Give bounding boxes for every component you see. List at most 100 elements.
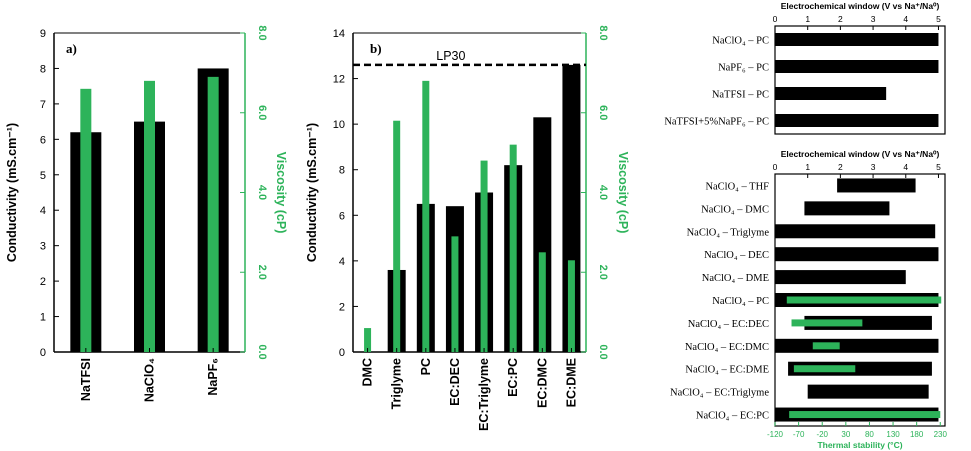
category-label: NaClO₄ – EC:PC — [696, 411, 769, 422]
reference-line-label: LP30 — [436, 49, 465, 63]
top-axis-title: Electrochemical window (V vs Na⁺/Na⁰) — [781, 1, 940, 11]
bar-thermal-stability — [793, 365, 856, 373]
y-tick-label: 2 — [339, 301, 345, 313]
y2-tick-label: 8.0 — [597, 25, 609, 40]
y2-tick-label: 6.0 — [597, 105, 609, 120]
y2-axis-title: Viscosity (cP) — [616, 152, 630, 234]
x-tick-label: 4 — [903, 14, 908, 24]
category-label: NaClO₄ – THF — [705, 181, 769, 192]
x2-tick-label: 80 — [865, 430, 874, 439]
x-tick-label: NaClO₄ — [143, 358, 157, 402]
category-label: NaClO₄ – EC:DMC — [685, 342, 769, 353]
plot-frame — [774, 25, 946, 135]
category-label: NaTFSI – PC — [712, 90, 769, 101]
y-axis-title: Conductivity (mS.cm⁻¹) — [5, 123, 19, 262]
bar-viscosity — [567, 260, 575, 352]
panel-label: b) — [370, 41, 382, 56]
y-tick-label: 8 — [40, 63, 46, 75]
x-tick-label: 4 — [903, 162, 908, 172]
top-axis-title: Electrochemical window (V vs Na⁺/Na⁰) — [781, 149, 940, 159]
y-tick-label: 8 — [339, 165, 345, 177]
y-tick-label: 4 — [40, 205, 46, 217]
bar-viscosity — [207, 76, 219, 353]
y-tick-label: 4 — [339, 256, 345, 268]
y2-tick-label: 4.0 — [256, 185, 268, 200]
bottom-axis-title: Thermal stability (°C) — [817, 440, 902, 450]
x-tick-label: 3 — [871, 14, 876, 24]
y2-axis-title: Viscosity (cP) — [274, 152, 288, 234]
category-label: NaClO₄ – DME — [702, 273, 769, 284]
bar-viscosity — [364, 328, 372, 352]
x2-tick-label: -20 — [816, 430, 828, 439]
category-label: NaClO₄ – EC:DEC — [688, 319, 769, 330]
y-tick-label: 7 — [40, 99, 46, 111]
x2-tick-label: 130 — [886, 430, 900, 439]
bar-thermal-stability — [786, 296, 942, 304]
bar-electrochemical-window — [804, 201, 890, 216]
x-tick-label: 1 — [805, 14, 810, 24]
category-label: NaClO₄ – Triglyme — [687, 227, 770, 238]
x-tick-label: 0 — [773, 14, 778, 24]
bar-viscosity — [144, 80, 155, 352]
bar-viscosity — [80, 88, 92, 352]
x-tick-label: NaTFSI — [79, 358, 93, 401]
bar-thermal-stability — [789, 411, 941, 419]
y-tick-label: 2 — [40, 276, 46, 288]
bar-electrochemical-window — [775, 338, 939, 353]
y-tick-label: 0 — [339, 347, 345, 359]
x-tick-label: 0 — [773, 162, 778, 172]
bar-viscosity — [422, 80, 430, 352]
bar-electrochemical-window — [775, 224, 936, 239]
bar-electrochemical-window — [775, 60, 939, 73]
x-tick-label: 2 — [838, 162, 843, 172]
x-tick-label: NaPF₆ — [206, 358, 220, 396]
y-tick-label: 6 — [339, 210, 345, 222]
bar-electrochemical-window — [837, 178, 916, 193]
y-tick-label: 10 — [333, 119, 345, 131]
bar-viscosity — [538, 252, 546, 352]
y-tick-label: 14 — [333, 28, 345, 40]
x-tick-label: EC:PC — [506, 358, 520, 397]
bar-electrochemical-window — [775, 87, 887, 100]
category-label: NaClO₄ – PC — [712, 296, 769, 307]
y-tick-label: 1 — [40, 312, 46, 324]
bar-electrochemical-window — [775, 247, 939, 262]
y-tick-label: 12 — [333, 74, 345, 86]
y-tick-label: 3 — [40, 241, 46, 253]
bar-viscosity — [393, 120, 401, 352]
x-tick-label: EC:DME — [564, 358, 578, 407]
x2-tick-label: -120 — [767, 430, 784, 439]
x-tick-label: EC:DEC — [448, 358, 462, 406]
x-tick-label: 5 — [936, 14, 941, 24]
category-label: NaClO₄ – EC:Triglyme — [670, 388, 769, 399]
bar-thermal-stability — [791, 319, 863, 327]
x-tick-label: 5 — [936, 162, 941, 172]
y2-tick-label: 2.0 — [256, 265, 268, 280]
category-label: NaClO₄ – PC — [712, 36, 769, 47]
panel-label: a) — [66, 41, 77, 56]
y2-tick-label: 2.0 — [597, 265, 609, 280]
bar-electrochemical-window — [807, 384, 929, 399]
x-tick-label: DMC — [361, 358, 375, 386]
category-label: NaTFSI+5%NaPF₆ – PC — [664, 117, 769, 128]
y2-tick-label: 4.0 — [597, 185, 609, 200]
bar-thermal-stability — [812, 342, 840, 350]
x2-tick-label: 30 — [841, 430, 850, 439]
category-label: NaClO₄ – DEC — [704, 250, 769, 261]
y2-tick-label: 0.0 — [256, 344, 268, 359]
y2-tick-label: 8.0 — [256, 25, 268, 40]
x-tick-label: EC:Triglyme — [477, 358, 491, 431]
bar-viscosity — [509, 144, 517, 352]
y-tick-label: 9 — [40, 28, 46, 40]
category-label: NaClO₄ – EC:DME — [685, 365, 769, 376]
y2-tick-label: 6.0 — [256, 105, 268, 120]
x-tick-label: 2 — [838, 14, 843, 24]
y-tick-label: 5 — [40, 170, 46, 182]
x-tick-label: EC:DMC — [535, 358, 549, 408]
bar-conductivity — [533, 117, 552, 352]
bar-electrochemical-window — [775, 114, 939, 127]
bar-electrochemical-window — [775, 270, 906, 285]
x-tick-label: PC — [419, 358, 433, 375]
y-axis-title: Conductivity (mS.cm⁻¹) — [305, 123, 319, 262]
